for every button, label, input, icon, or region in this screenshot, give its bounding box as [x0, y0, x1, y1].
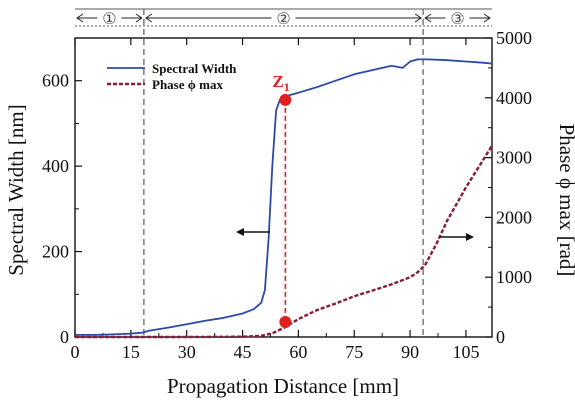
- region-arrowhead-left-3: [424, 13, 432, 23]
- y2-tick-label: 0: [496, 327, 505, 347]
- y2-tick-label: 1000: [496, 267, 532, 287]
- y-tick-label: 400: [42, 156, 69, 176]
- z1-marker: Z1: [272, 72, 292, 329]
- y2-tick-label: 5000: [496, 28, 532, 48]
- region-label-2: ②: [276, 11, 290, 28]
- x-tick-label: 45: [234, 342, 252, 362]
- x-tick-label: 0: [71, 342, 80, 362]
- region-arrowhead-left-2: [144, 13, 153, 23]
- chart-axes: 0 15 30 45 60 75 90 105 0 200 400 600 0 1000 2000 3000 4…: [42, 28, 532, 362]
- x-tick-label: 75: [345, 342, 363, 362]
- region-arrowhead-right-1: [135, 13, 143, 23]
- x-tick-label: 30: [178, 342, 196, 362]
- y2-tick-label: 4000: [496, 88, 532, 108]
- region-label-3: ③: [450, 11, 464, 28]
- legend-label-spectral-width: Spectral Width: [152, 61, 237, 76]
- region-bar: ① ② ③: [75, 8, 492, 337]
- x-axis-label: Propagation Distance [mm]: [167, 374, 399, 398]
- x-tick-label: 105: [452, 342, 479, 362]
- y2-tick-label: 3000: [496, 148, 532, 168]
- z1-top-point: [279, 93, 292, 106]
- x-tick-label: 15: [122, 342, 140, 362]
- legend-label-phase-max: Phase ϕ max: [152, 77, 223, 92]
- y2-tick-label: 2000: [496, 207, 532, 227]
- y2-axis-label: Phase ϕ max [rad]: [555, 124, 575, 277]
- y-axis-label: Spectral Width [nm]: [4, 104, 28, 275]
- x-tick-label: 90: [401, 342, 419, 362]
- region-arrowhead-left-1: [76, 13, 84, 23]
- y-tick-label: 600: [42, 71, 69, 91]
- series-phase-max-line: [75, 144, 494, 339]
- x-tick-label: 60: [289, 342, 307, 362]
- z1-label: Z1: [272, 72, 289, 94]
- arrowhead-to-right-axis: [466, 233, 474, 241]
- region-arrowhead-right-2: [414, 13, 423, 23]
- chart-series: [75, 58, 494, 339]
- y-tick-label: 0: [60, 327, 69, 347]
- y-tick-label: 200: [42, 242, 69, 262]
- arrowhead-to-left-axis: [236, 228, 244, 236]
- region-label-1: ①: [102, 11, 116, 28]
- series-spectral-width-line: [75, 58, 493, 336]
- region-arrowhead-right-3: [483, 13, 491, 23]
- z1-bottom-point: [279, 316, 292, 329]
